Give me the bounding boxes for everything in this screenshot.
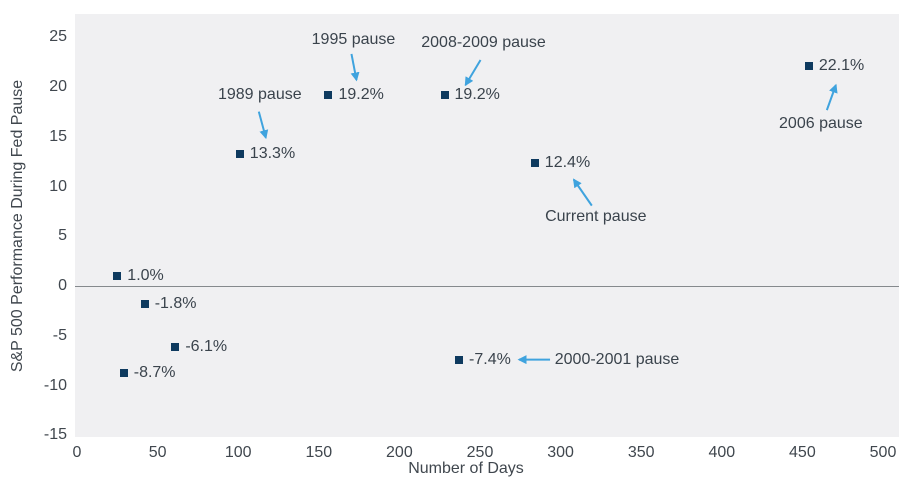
x-tick-label: 150 [305, 444, 333, 461]
x-tick-label: 450 [789, 444, 816, 461]
y-tick-label: -15 [43, 426, 67, 444]
annotation-label: 1995 pause [311, 30, 396, 48]
data-point-marker [455, 355, 464, 364]
y-tick-label: -10 [43, 376, 67, 394]
data-point-marker [140, 299, 149, 308]
data-point-marker [440, 90, 449, 99]
x-tick-label: 250 [466, 444, 494, 461]
data-point-marker [324, 90, 333, 99]
data-point-label: 19.2% [338, 85, 384, 103]
data-point-label: 12.4% [544, 153, 591, 171]
annotation-label: 1989 pause [217, 85, 302, 103]
data-point-marker [235, 149, 244, 158]
x-tick-label: 100 [224, 444, 252, 461]
plot-area [75, 14, 899, 437]
data-point-label: 19.2% [454, 85, 500, 103]
data-point-marker [530, 158, 539, 167]
zero-line [75, 286, 899, 287]
x-tick-label: 350 [627, 444, 655, 461]
data-point-label: -1.8% [154, 294, 197, 312]
x-tick-label: 0 [72, 444, 82, 461]
data-point-label: 22.1% [818, 57, 865, 75]
y-tick-label: 10 [49, 177, 67, 195]
y-tick-label: 25 [49, 28, 67, 46]
data-point-label: -6.1% [185, 337, 228, 355]
y-tick-label: 5 [58, 227, 67, 245]
data-point-label: -7.4% [469, 350, 511, 368]
x-tick-label: 400 [708, 444, 736, 461]
x-tick-label: 500 [869, 444, 897, 461]
x-tick-label: 200 [386, 444, 413, 461]
y-tick-label: 0 [58, 277, 67, 294]
x-axis-title: Number of Days [408, 460, 524, 477]
annotation-label: Current pause [545, 207, 647, 225]
x-tick-label: 50 [148, 444, 167, 461]
data-point-label: -8.7% [133, 363, 176, 381]
data-point-marker [113, 272, 122, 281]
y-tick-label: 20 [49, 78, 67, 95]
y-axis-title: S&P 500 Performance During Fed Pause [9, 79, 26, 373]
x-tick-label: 300 [547, 444, 574, 461]
annotation-label: 2000-2001 pause [554, 350, 680, 368]
data-point-label: 1.0% [127, 267, 164, 285]
annotation-label: 2008-2009 pause [421, 33, 546, 51]
annotation-label: 2006 pause [779, 115, 863, 133]
data-point-marker [804, 62, 813, 71]
y-tick-label: 15 [49, 127, 67, 145]
y-tick-label: -5 [52, 326, 67, 344]
data-point-marker [171, 342, 180, 351]
data-point-marker [119, 368, 128, 377]
data-point-label: 13.3% [249, 144, 296, 162]
